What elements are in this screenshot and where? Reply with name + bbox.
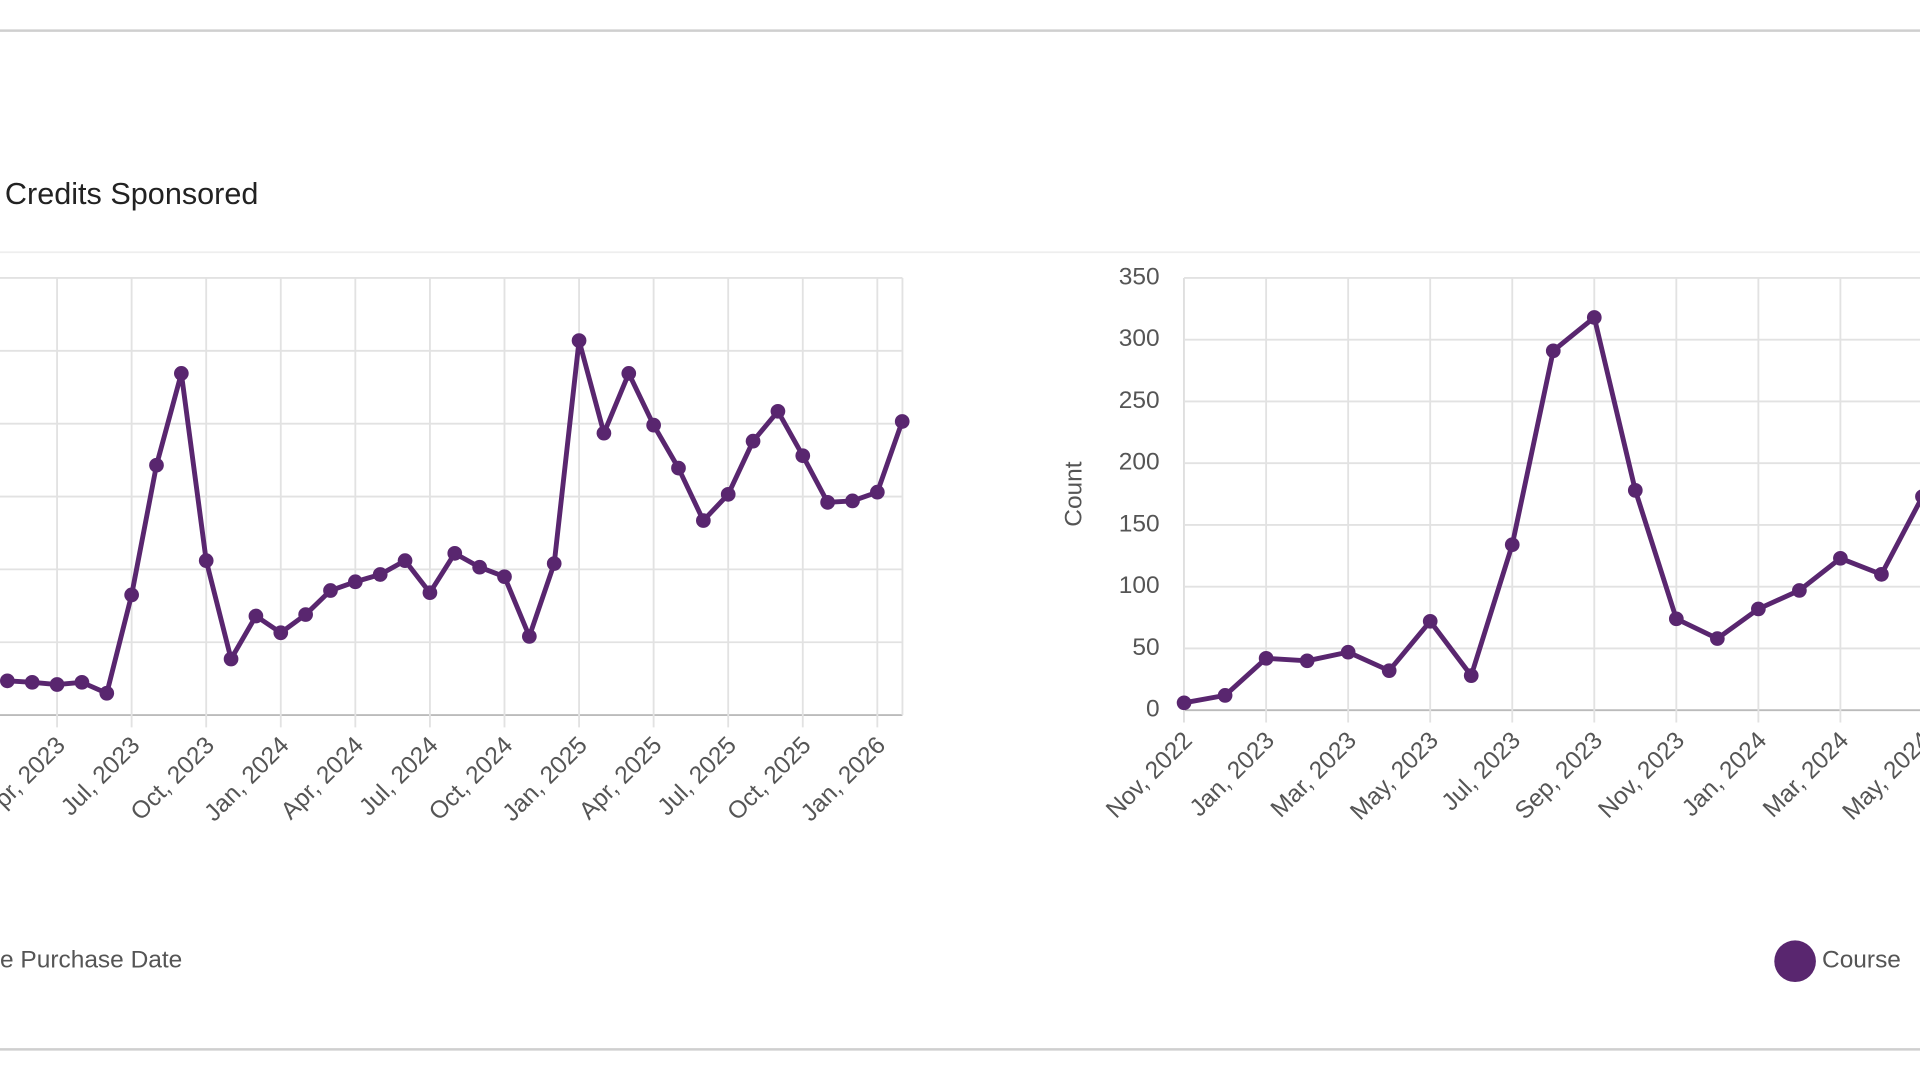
data-point — [298, 607, 313, 622]
x-tick-label: May, 2024 — [1838, 727, 1920, 826]
data-point — [894, 414, 910, 429]
x-tick-label: Apr, 2025 — [574, 732, 667, 825]
data-point — [124, 587, 139, 603]
data-point — [273, 625, 289, 641]
data-point — [1751, 601, 1766, 617]
legend-label: Course — [1822, 947, 1901, 974]
y-tick-label: 100 — [1119, 572, 1160, 599]
data-point — [0, 673, 15, 689]
x-tick-label: Nov, 2023 — [1593, 727, 1690, 824]
x-tick-label: Jan, 2024 — [1677, 727, 1772, 822]
data-point — [770, 403, 786, 419]
data-point — [795, 448, 811, 464]
x-tick-label: Nov, 2022 — [1101, 727, 1198, 824]
data-point — [1710, 631, 1725, 646]
data-point — [1340, 644, 1356, 660]
data-point — [472, 559, 487, 575]
data-point — [447, 546, 463, 561]
data-point — [671, 460, 686, 476]
data-point — [422, 585, 438, 601]
data-point — [149, 457, 164, 473]
data-point — [870, 484, 885, 500]
data-point — [248, 608, 264, 624]
y-tick-label: 150 — [1119, 510, 1160, 537]
data-point — [198, 553, 214, 568]
data-point — [1258, 650, 1274, 666]
y-tick-label: 350 — [1119, 263, 1160, 290]
y-tick-label: 200 — [1119, 449, 1160, 476]
data-point — [49, 677, 65, 692]
data-point — [1504, 537, 1520, 553]
data-point — [696, 513, 711, 528]
y-tick-label: 300 — [1119, 325, 1160, 352]
series-line — [1183, 315, 1920, 706]
series-line — [7, 338, 905, 696]
y-tick-label: 0 — [1146, 696, 1160, 723]
data-point — [1627, 483, 1643, 498]
x-tick-label: May, 2023 — [1345, 727, 1444, 826]
data-point — [1422, 613, 1438, 629]
data-point — [1874, 567, 1889, 582]
data-point — [621, 366, 637, 381]
data-point — [1792, 583, 1807, 598]
y-tick-label: 50 — [1132, 634, 1159, 661]
data-point — [497, 569, 512, 585]
y-axis-label: Count — [1061, 461, 1088, 526]
x-tick-label: Apr, 2024 — [276, 732, 369, 825]
data-point — [720, 486, 736, 502]
legend-marker — [1774, 940, 1816, 983]
data-point — [372, 567, 388, 582]
data-point — [745, 433, 761, 449]
data-point — [820, 495, 835, 510]
data-point — [223, 651, 239, 667]
data-point — [1299, 653, 1315, 669]
data-point — [522, 629, 537, 644]
data-point — [397, 553, 413, 568]
data-point — [348, 574, 363, 590]
y-tick-label: 250 — [1119, 387, 1160, 414]
data-point — [24, 674, 40, 690]
data-point — [1381, 663, 1397, 679]
chart-title: Credits Sponsored — [5, 177, 259, 211]
data-point — [546, 556, 562, 571]
data-point — [571, 333, 587, 348]
data-point — [1915, 489, 1920, 504]
data-point — [646, 417, 661, 433]
data-point — [323, 583, 338, 598]
x-tick-label: Sep, 2023 — [1510, 727, 1608, 825]
data-point — [596, 425, 612, 441]
data-point — [1586, 310, 1602, 325]
data-point — [1545, 343, 1561, 359]
data-point — [845, 493, 860, 509]
data-point — [1833, 550, 1848, 566]
data-point — [74, 674, 90, 690]
data-point — [99, 685, 115, 701]
data-point — [174, 366, 189, 381]
x-tick-label: Jan, 2023 — [1185, 727, 1280, 822]
data-point — [1463, 668, 1479, 683]
legend-label: e Purchase Date — [0, 947, 182, 974]
data-point — [1217, 688, 1233, 703]
data-point — [1176, 695, 1192, 711]
data-point — [1668, 611, 1684, 627]
